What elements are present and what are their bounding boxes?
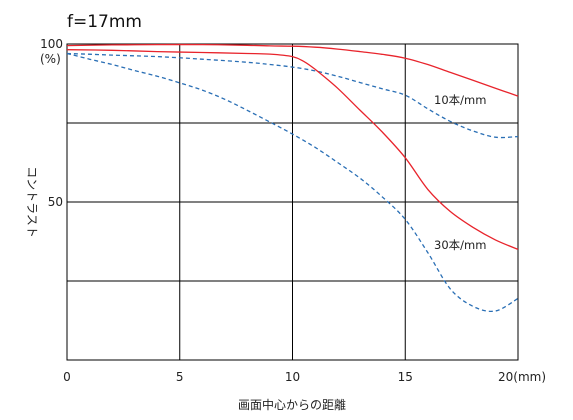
x-tick-label: 5 <box>176 370 184 384</box>
x-tick-label: 0 <box>63 370 71 384</box>
annotation-30lp: 30本/mm <box>434 238 486 252</box>
y-tick-label: 50 <box>48 195 63 209</box>
grid <box>66 43 519 361</box>
series-layer <box>66 43 519 312</box>
x-tick-label: 20(mm) <box>498 370 546 384</box>
series-line-1-solid <box>66 43 519 97</box>
chart-title: f=17mm <box>67 12 142 32</box>
x-tick-label: 10 <box>285 370 300 384</box>
series-line-4-dashed <box>66 52 519 312</box>
annotation-10lp: 10本/mm <box>434 93 486 107</box>
x-axis-label: 画面中心からの距離 <box>238 397 346 412</box>
y-axis-label: コントラスト <box>25 166 39 238</box>
series-line-2-dashed <box>66 52 519 139</box>
series-line-3-solid <box>66 49 519 250</box>
y-unit-label: (%) <box>40 52 61 66</box>
y-tick-label: 100 <box>40 37 63 51</box>
x-tick-label: 15 <box>398 370 413 384</box>
tick-labels: 0 5 10 15 20(mm) 100 50 <box>40 37 546 384</box>
